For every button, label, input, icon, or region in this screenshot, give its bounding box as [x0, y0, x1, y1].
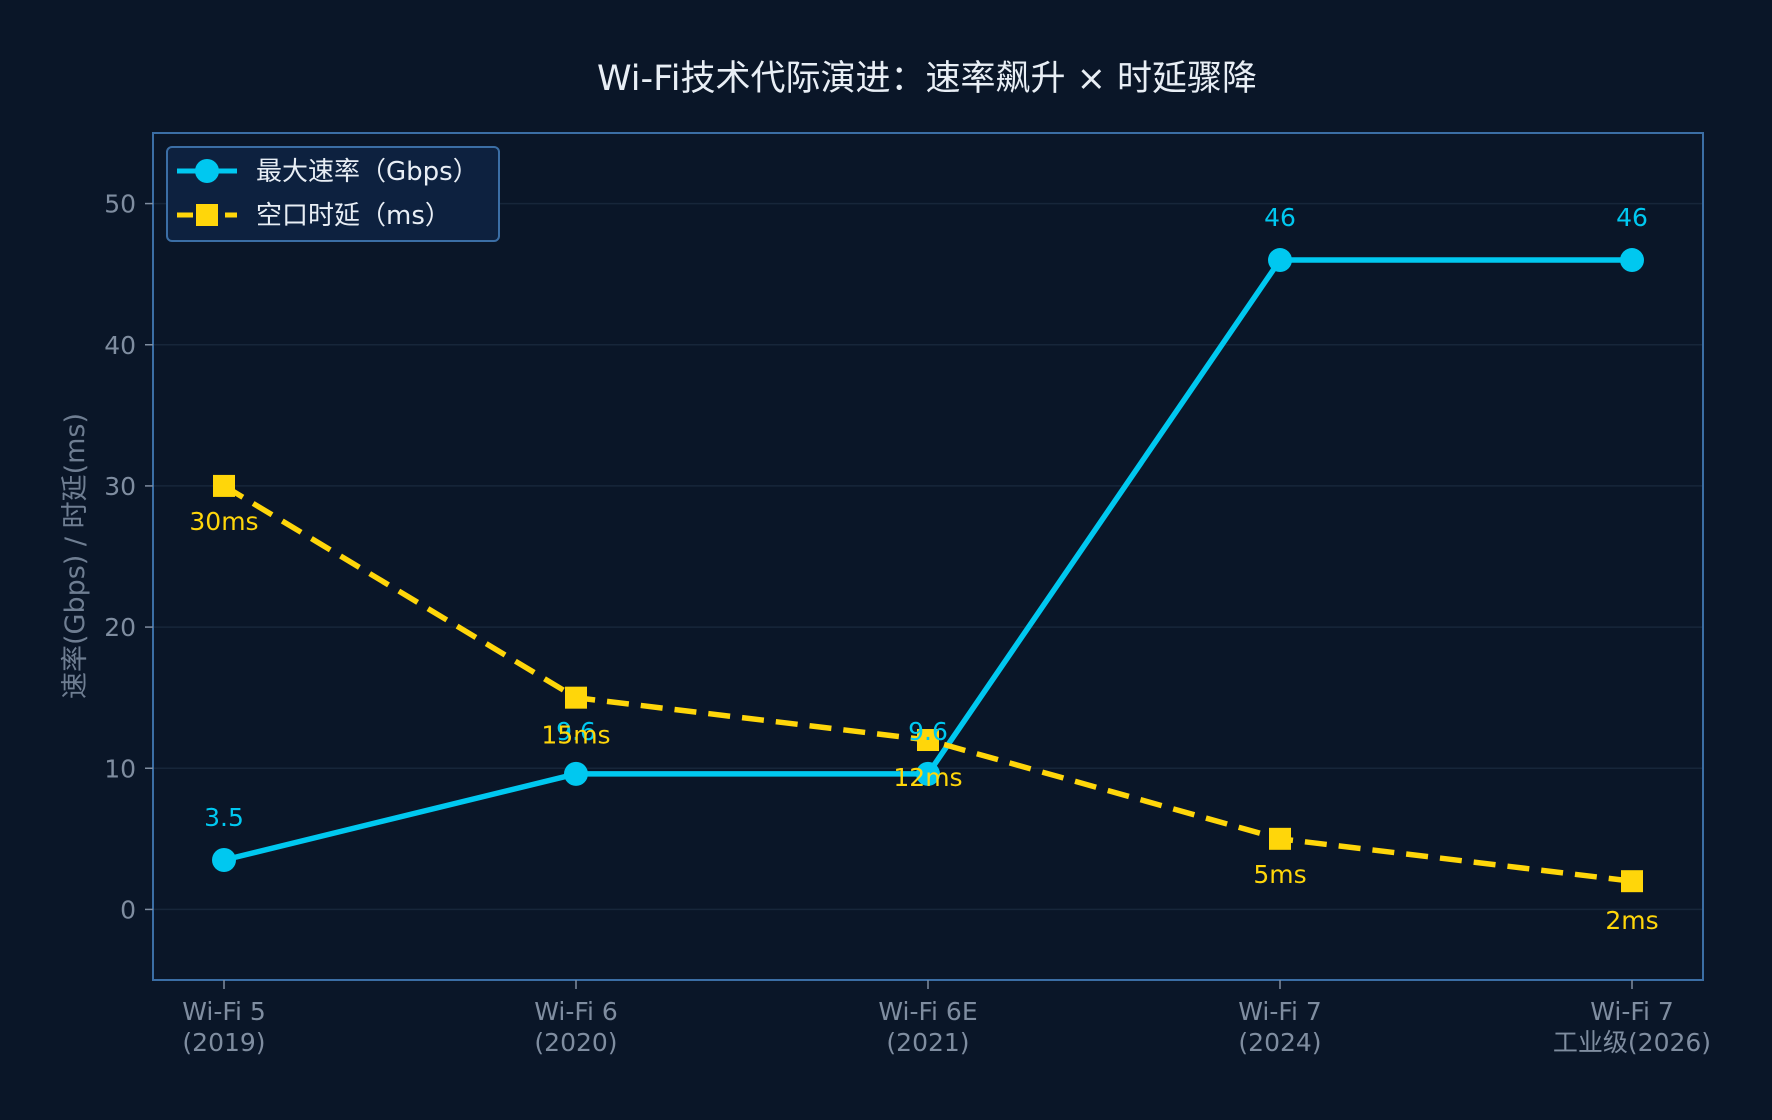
x-tick-label-1-0: Wi-Fi 6	[534, 997, 618, 1026]
chart-title: Wi-Fi技术代际演进：速率飙升 × 时延骤降	[597, 59, 1257, 99]
x-tick-label-2-0: Wi-Fi 6E	[878, 997, 977, 1026]
x-tick-label-3-0: Wi-Fi 7	[1238, 997, 1322, 1026]
y-axis-ticks: 0 10 20 30 40 50	[104, 190, 153, 924]
x-tick-label-4-0: Wi-Fi 7	[1590, 997, 1674, 1026]
y-tick-label-10: 10	[104, 754, 136, 783]
series-1-point-0	[213, 474, 235, 497]
legend-label-latency: 空口时延（ms）	[256, 201, 451, 231]
x-tick-label-0-0: Wi-Fi 5	[182, 997, 266, 1026]
legend-swatch-latency-marker	[196, 204, 218, 226]
x-axis-ticks: Wi-Fi 5(2019) Wi-Fi 6(2020) Wi-Fi 6E(2021)…	[182, 980, 1711, 1057]
legend: 最大速率（Gbps） 空口时延（ms）	[166, 146, 500, 242]
legend-swatch-speed-marker	[195, 159, 219, 183]
x-tick-label-2-1: (2021)	[886, 1028, 969, 1057]
data-label-layer: 3.5 9.6 9.6 46 46 30ms 15ms 12ms 5ms 2ms	[189, 203, 1658, 935]
series-line-1	[222, 483, 1633, 884]
grid-layer	[153, 202, 1703, 911]
data-label-series-0-1: 9.6	[556, 717, 596, 746]
x-tick-label-1-1: (2020)	[534, 1028, 617, 1057]
y-tick-label-0: 0	[120, 895, 136, 924]
y-tick-label-40: 40	[104, 331, 136, 360]
y-axis-label: 速率(Gbps) / 时延(ms)	[60, 413, 91, 699]
series-1-point-4	[1621, 870, 1643, 893]
data-label-series-1-3: 5ms	[1253, 860, 1306, 889]
x-tick-label-4-1: 工业级(2026)	[1553, 1028, 1711, 1057]
series-layer	[212, 248, 1644, 893]
series-0-point-3	[1268, 248, 1292, 273]
series-0-point-2	[916, 761, 940, 786]
x-tick-label-3-1: (2024)	[1238, 1028, 1321, 1057]
x-tick-label-0-1: (2019)	[182, 1028, 265, 1057]
y-tick-label-30: 30	[104, 472, 136, 501]
series-1-point-2	[917, 729, 939, 752]
series-0-point-4	[1620, 248, 1644, 273]
data-label-series-1-4: 2ms	[1605, 906, 1658, 935]
legend-box	[166, 146, 500, 242]
data-label-series-1-1: 15ms	[541, 721, 610, 750]
y-tick-label-50: 50	[104, 190, 136, 219]
series-1-point-1	[565, 686, 587, 709]
data-label-series-0-4: 46	[1616, 203, 1648, 232]
series-0-point-0	[212, 848, 236, 873]
series-1-point-3	[1269, 827, 1291, 850]
data-label-series-1-2: 12ms	[893, 763, 962, 792]
data-label-series-1-0: 30ms	[189, 507, 258, 536]
legend-label-speed: 最大速率（Gbps）	[256, 157, 479, 187]
data-label-series-0-0: 3.5	[204, 803, 244, 832]
series-0-point-1	[564, 761, 588, 786]
data-label-series-0-2: 9.6	[908, 717, 948, 746]
y-tick-label-20: 20	[104, 613, 136, 642]
data-label-series-0-3: 46	[1264, 203, 1296, 232]
